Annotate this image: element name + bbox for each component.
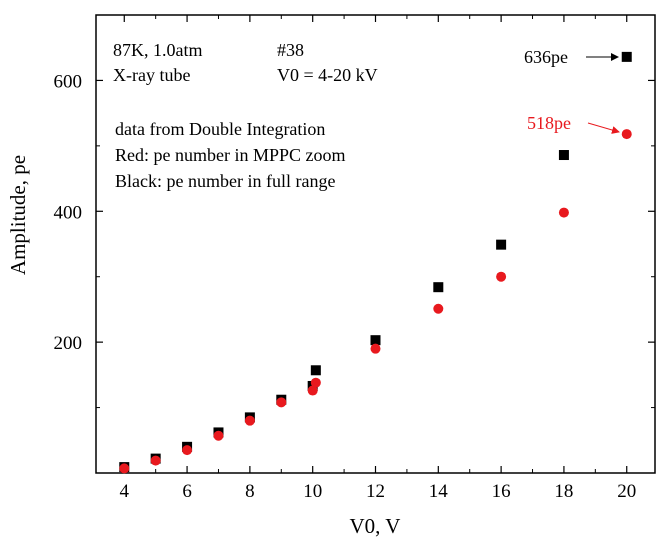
- red-data-point: [496, 271, 507, 282]
- black-peak-label: 636pe: [524, 47, 568, 67]
- x-tick-label: 6: [182, 481, 192, 502]
- red-data-point: [370, 343, 381, 354]
- x-tick-label: 14: [429, 481, 449, 502]
- y-axis-label: Amplitude, pe: [6, 155, 30, 275]
- voltage-range-label: V0 = 4-20 kV: [277, 65, 378, 85]
- x-tick-label: 18: [554, 481, 573, 502]
- x-tick-label: 8: [245, 481, 255, 502]
- x-tick-label: 10: [303, 481, 322, 502]
- x-axis-label: V0, V: [350, 514, 401, 538]
- red-peak-arrow: [587, 122, 620, 134]
- red-data-point: [276, 397, 287, 408]
- red-data-point: [621, 129, 632, 140]
- red-data-point: [244, 415, 255, 426]
- x-tick-label: 20: [617, 481, 636, 502]
- red-data-point: [310, 377, 321, 388]
- note-line-3: Black: pe number in full range: [115, 171, 335, 191]
- black-data-point: [370, 335, 381, 346]
- x-tick-label: 12: [366, 481, 385, 502]
- red-data-point: [119, 463, 130, 474]
- red-data-point: [307, 385, 318, 396]
- run-label: #38: [277, 40, 304, 60]
- y-tick-label: 600: [54, 71, 83, 92]
- black-data-point: [496, 239, 507, 250]
- black-data-point: [621, 51, 632, 62]
- condition-label: 87K, 1.0atm: [113, 40, 203, 60]
- x-tick-label: 16: [492, 481, 511, 502]
- black-data-point: [433, 282, 444, 293]
- source-label: X-ray tube: [113, 65, 190, 85]
- y-tick-label: 200: [54, 333, 83, 354]
- red-data-point: [213, 430, 224, 441]
- red-data-point: [150, 455, 161, 466]
- red-data-point: [558, 207, 569, 218]
- red-peak-label: 518pe: [527, 113, 571, 133]
- black-data-point: [558, 150, 569, 161]
- y-tick-label: 400: [54, 202, 83, 223]
- note-line-2: Red: pe number in MPPC zoom: [115, 145, 346, 165]
- x-axis: 4 6 8 10 12 14 16 18 20: [120, 15, 636, 502]
- x-tick-label: 4: [120, 481, 130, 502]
- note-line-1: data from Double Integration: [115, 119, 325, 139]
- y-axis: 200 400 600: [54, 71, 655, 409]
- black-data-point: [310, 365, 321, 376]
- red-data-point: [182, 445, 193, 456]
- series-layer: [119, 51, 632, 474]
- red-data-point: [433, 303, 444, 314]
